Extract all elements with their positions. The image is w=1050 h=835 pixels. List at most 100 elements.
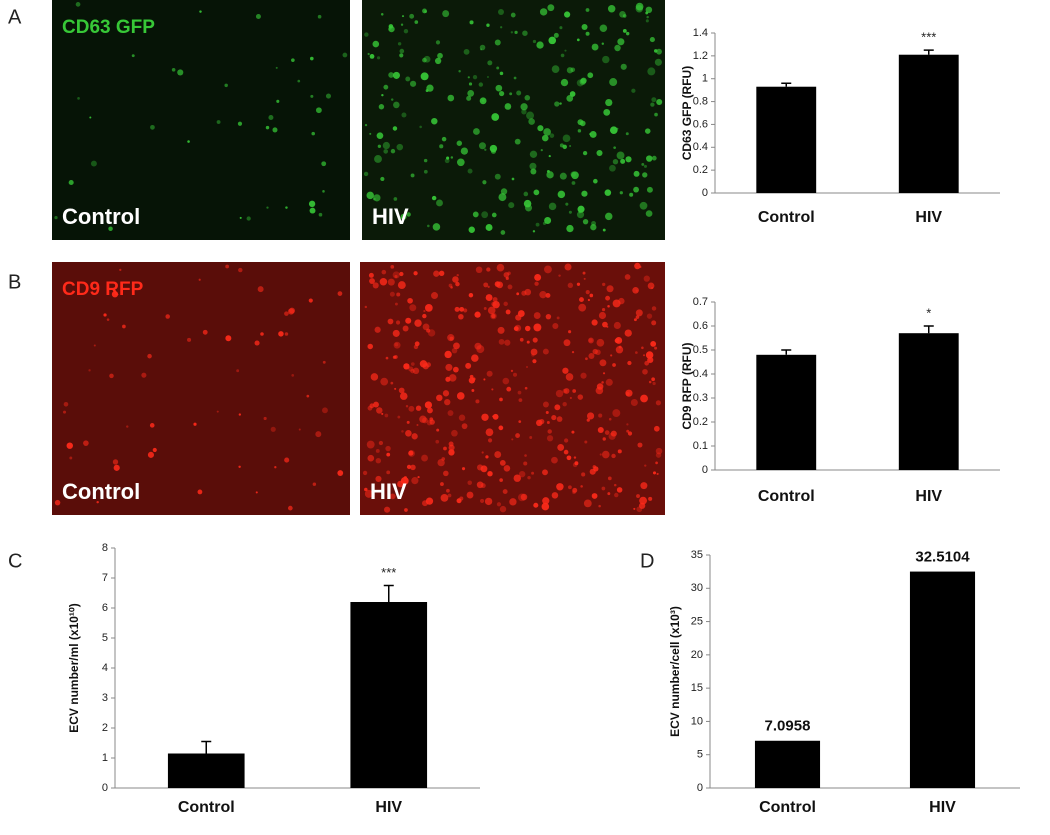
cell-dot: [216, 120, 221, 124]
cell-dot: [437, 52, 443, 59]
cell-dot: [643, 164, 647, 168]
cell-dot: [75, 2, 81, 7]
cell-dot: [485, 428, 494, 437]
cell-dot: [238, 413, 242, 416]
cell-dot: [306, 394, 310, 398]
cell-dot: [560, 53, 565, 58]
cell-dot: [337, 291, 343, 296]
cell-dot: [511, 438, 514, 441]
cell-dot: [364, 487, 368, 492]
cell-dot: [193, 422, 197, 426]
y-tick-label: 0.5: [693, 344, 708, 356]
cell-dot: [580, 372, 587, 379]
cell-dot: [465, 362, 472, 369]
cell-dot: [598, 504, 601, 508]
cell-dot: [255, 13, 261, 20]
cell-dot: [112, 459, 119, 465]
cell-dot: [284, 332, 289, 336]
cell-dot: [542, 401, 549, 408]
cell-dot: [551, 414, 557, 421]
cell-dot: [494, 451, 502, 458]
cell-dot: [545, 292, 551, 298]
cell-dot: [438, 270, 445, 277]
cell-dot: [510, 12, 516, 18]
cell-dot: [424, 401, 433, 409]
cell-dot: [373, 401, 379, 408]
cell-dot: [618, 345, 622, 349]
cell-dot: [410, 362, 415, 366]
cell-dot: [431, 195, 437, 201]
cell-dot: [491, 212, 497, 218]
cell-dot: [588, 353, 595, 360]
cell-dot: [486, 370, 493, 377]
cell-dot: [648, 496, 653, 501]
cell-dot: [396, 143, 404, 151]
y-tick-label: 5: [102, 632, 108, 644]
cell-dot: [369, 132, 372, 135]
cell-dot: [496, 66, 500, 70]
cell-dot: [587, 298, 591, 302]
cell-dot: [108, 226, 113, 231]
cell-dot: [387, 318, 394, 325]
cell-dot: [569, 144, 572, 147]
cell-dot: [447, 493, 452, 498]
bar: [756, 86, 817, 193]
cell-dot: [555, 389, 564, 398]
cell-dot: [542, 469, 548, 476]
cell-dot: [149, 423, 155, 428]
cell-dot: [337, 470, 344, 476]
cell-dot: [556, 316, 560, 320]
cell-dot: [562, 388, 568, 394]
cell-dot: [602, 437, 606, 441]
cell-dot: [508, 202, 515, 209]
cell-dot: [388, 72, 394, 78]
cell-dot: [535, 222, 540, 227]
cell-dot: [642, 172, 648, 178]
cell-dot: [487, 285, 490, 288]
cell-dot: [364, 489, 373, 498]
cell-dot: [601, 381, 604, 384]
cell-dot: [199, 10, 202, 13]
cell-dot: [456, 158, 465, 167]
cell-dot: [278, 331, 284, 337]
y-axis-label: ECV number/ml (x10¹⁰): [67, 603, 81, 733]
cell-dot: [419, 125, 422, 129]
cell-dot: [544, 216, 552, 224]
cell-dot: [257, 286, 264, 293]
cell-dot: [388, 24, 394, 29]
cell-dot: [598, 311, 607, 320]
cell-dot: [437, 458, 445, 467]
cell-dot: [270, 426, 276, 432]
cell-dot: [498, 193, 507, 202]
cell-dot: [374, 155, 382, 163]
cell-dot: [655, 461, 658, 465]
cell-dot: [498, 425, 504, 431]
y-tick-label: 20: [691, 649, 703, 661]
cell-dot: [619, 191, 623, 195]
cell-dot: [367, 343, 373, 350]
cell-dot: [263, 416, 267, 421]
y-axis-label: ECV number/cell (x10³): [668, 606, 682, 737]
cell-dot: [635, 351, 638, 354]
cell-dot: [225, 335, 232, 342]
cell-dot: [637, 442, 643, 448]
cell-dot: [291, 374, 295, 377]
cell-dot: [591, 319, 598, 326]
cell-dot: [603, 108, 611, 116]
cell-dot: [405, 404, 409, 408]
cell-dot: [559, 143, 564, 148]
cell-dot: [569, 91, 576, 97]
cell-dot: [580, 485, 583, 488]
y-tick-label: 25: [691, 615, 703, 627]
cell-dot: [551, 65, 560, 73]
cell-dot: [498, 8, 504, 15]
cell-dot: [604, 430, 610, 435]
cell-dot: [531, 353, 535, 357]
cell-dot: [645, 210, 653, 217]
cell-dot: [576, 282, 581, 286]
cell-dot: [426, 84, 434, 92]
cell-dot: [589, 131, 597, 138]
y-axis-label: CD9 RFP (RFU): [680, 342, 694, 429]
cell-dot: [276, 99, 280, 103]
